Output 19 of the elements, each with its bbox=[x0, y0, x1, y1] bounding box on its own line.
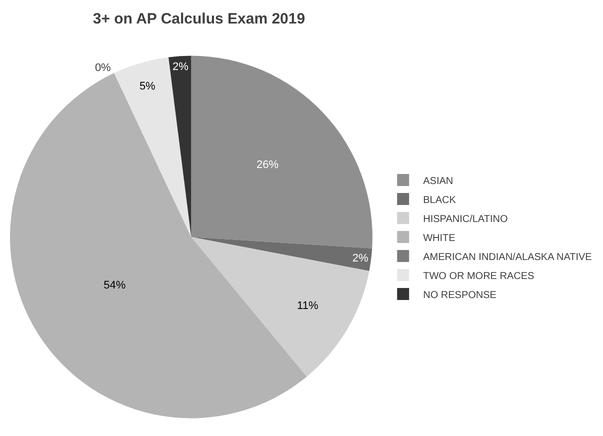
data-label: 5% bbox=[139, 80, 156, 93]
text: 0% bbox=[94, 62, 111, 74]
data-label: 26% bbox=[256, 159, 279, 172]
legend-label: BLACK bbox=[423, 194, 456, 206]
legend-label: TWO OR MORE RACES bbox=[423, 270, 535, 282]
legend-label: WHITE bbox=[423, 232, 456, 244]
legend-label: ASIAN bbox=[423, 176, 454, 187]
legend-label: NO RESPONSE bbox=[423, 290, 497, 301]
chart-title: 3+ on AP Calculus Exam 2019 bbox=[92, 10, 306, 28]
pie-slice bbox=[191, 237, 370, 377]
data-label: 2% bbox=[352, 252, 368, 264]
legend-label: HISPANIC/LATINO bbox=[423, 214, 508, 225]
pie-slice bbox=[114, 57, 192, 237]
data-label: 54% bbox=[104, 280, 126, 292]
data-label: 11% bbox=[297, 300, 318, 312]
data-label: 2% bbox=[172, 60, 189, 73]
pie-slice bbox=[191, 56, 372, 248]
legend-label: AMERICAN INDIAN/ALASKA NATIVE bbox=[423, 252, 592, 263]
pie-slice bbox=[191, 237, 372, 271]
